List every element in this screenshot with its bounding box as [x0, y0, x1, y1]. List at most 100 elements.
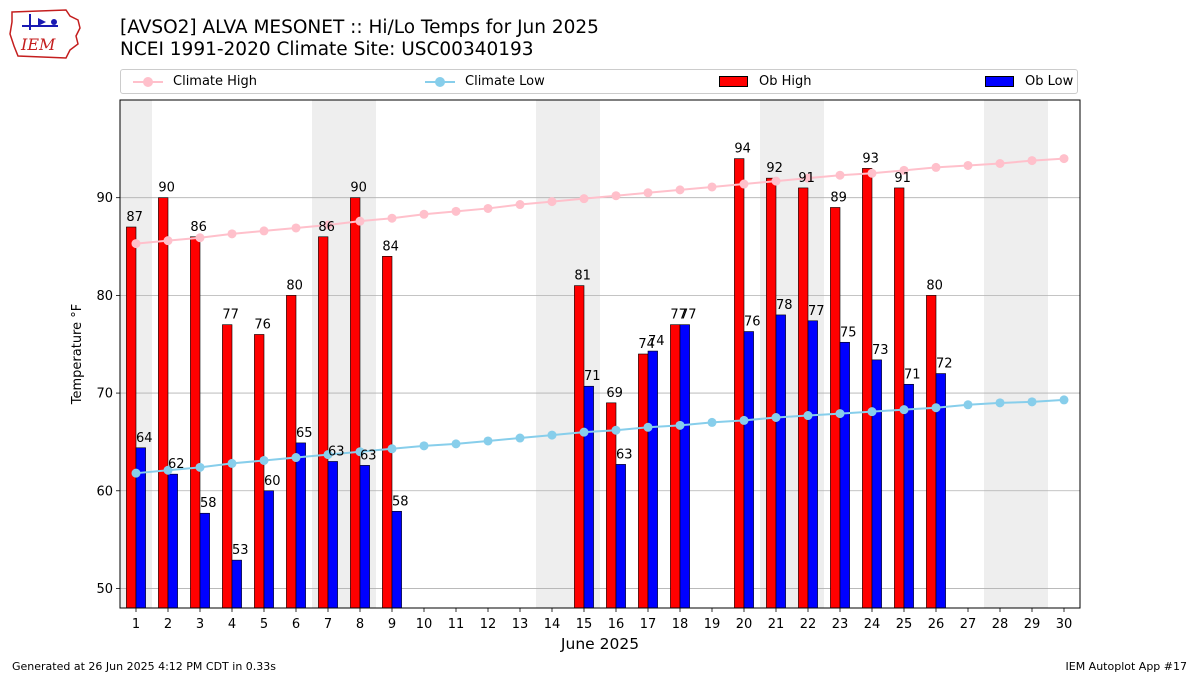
ob-low-bar: [807, 320, 818, 609]
legend-item: Ob High: [719, 70, 812, 93]
climate-high-point: [131, 239, 141, 249]
x-tick-label: 10: [416, 617, 433, 632]
x-tick-label: 23: [832, 617, 849, 632]
climate-low-point: [643, 422, 653, 432]
data-label: 58: [392, 494, 409, 509]
climate-high-point: [675, 185, 685, 195]
ob-high-bar: [158, 197, 169, 609]
weekend-shade: [984, 100, 1048, 608]
ob-high-bar: [254, 334, 265, 609]
climate-high-point: [899, 165, 909, 175]
data-label: 63: [360, 448, 377, 463]
ob-low-bar: [903, 383, 914, 609]
y-tick-label: 60: [96, 484, 113, 499]
climate-high-point: [867, 168, 877, 178]
legend-swatch: [133, 76, 163, 87]
climate-high-point: [291, 223, 301, 233]
x-tick-label: 26: [928, 617, 945, 632]
climate-high-point: [483, 203, 493, 213]
y-tick-label: 80: [96, 289, 113, 304]
data-label: 94: [734, 142, 751, 157]
climate-low-point: [355, 447, 365, 457]
climate-low-point: [195, 462, 205, 472]
climate-low-point: [931, 403, 941, 413]
climate-high-point: [227, 229, 237, 239]
climate-low-point: [323, 450, 333, 460]
climate-low-point: [611, 425, 621, 435]
data-label: 58: [200, 496, 217, 511]
data-label: 75: [840, 325, 857, 340]
climate-low-point: [1059, 395, 1069, 405]
climate-low-point: [451, 439, 461, 449]
climate-high-point: [259, 226, 269, 236]
data-label: 76: [254, 317, 271, 332]
x-tick-label: 4: [228, 617, 236, 632]
x-tick-label: 29: [1024, 617, 1041, 632]
ob-low-bar: [679, 324, 690, 609]
x-tick-label: 14: [544, 617, 561, 632]
ob-high-bar: [798, 187, 809, 609]
ob-low-bar: [295, 442, 306, 609]
ob-low-bar: [743, 331, 754, 609]
climate-high-point: [611, 191, 621, 201]
generated-footer: Generated at 26 Jun 2025 4:12 PM CDT in …: [12, 660, 277, 673]
x-tick-label: 11: [448, 617, 465, 632]
ob-low-bar: [583, 385, 594, 609]
plot-frame: [119, 99, 1081, 609]
legend-item: Ob Low: [985, 70, 1073, 93]
ob-low-bar: [167, 473, 178, 609]
climate-high-point: [419, 209, 429, 219]
data-label: 77: [680, 308, 697, 323]
climate-low-point: [291, 453, 301, 463]
data-label: 91: [894, 171, 911, 186]
x-tick-label: 28: [992, 617, 1009, 632]
climate-high-point: [451, 206, 461, 216]
data-label: 84: [382, 239, 399, 254]
ob-low-bar: [871, 359, 882, 609]
data-label: 76: [744, 315, 761, 330]
climate-low-point: [163, 465, 173, 475]
x-tick-label: 7: [324, 617, 332, 632]
ob-high-bar: [318, 236, 329, 609]
climate-low-point: [483, 436, 493, 446]
legend-label: Climate High: [173, 74, 258, 89]
ob-low-bar: [263, 490, 274, 609]
climate-high-point: [643, 188, 653, 198]
climate-high-point: [739, 179, 749, 189]
x-tick-label: 19: [704, 617, 721, 632]
ob-low-bar: [775, 314, 786, 609]
y-tick-label: 70: [96, 387, 113, 402]
x-tick-label: 20: [736, 617, 753, 632]
climate-low-point: [771, 413, 781, 422]
climate-high-point: [387, 213, 397, 223]
ob-high-bar: [670, 324, 681, 609]
data-label: 86: [190, 220, 207, 235]
climate-low-point: [579, 427, 589, 437]
x-tick-label: 3: [196, 617, 204, 632]
climate-low-point: [547, 430, 557, 440]
legend-label: Ob Low: [1025, 74, 1074, 89]
legend-swatch: [719, 76, 748, 87]
climate-low-point: [803, 411, 813, 421]
climate-low-point: [259, 455, 269, 465]
climate-high-point: [1059, 154, 1069, 164]
climate-high-point: [1027, 156, 1037, 166]
ob-high-bar: [926, 295, 937, 609]
x-tick-label: 16: [608, 617, 625, 632]
climate-low-point: [131, 468, 141, 478]
climate-high-point: [803, 173, 813, 183]
data-label: 64: [136, 431, 153, 446]
ob-high-bar: [862, 168, 873, 609]
ob-high-bar: [638, 353, 649, 609]
ob-high-bar: [830, 207, 841, 609]
climate-high-point: [707, 182, 717, 192]
data-label: 90: [350, 181, 367, 196]
data-label: 71: [584, 369, 601, 384]
x-tick-label: 21: [768, 617, 785, 632]
data-label: 71: [904, 367, 921, 382]
climate-low-line: [135, 398, 1065, 475]
legend-item: Climate Low: [425, 70, 545, 93]
ob-low-bar: [199, 512, 210, 609]
x-tick-label: 8: [356, 617, 364, 632]
